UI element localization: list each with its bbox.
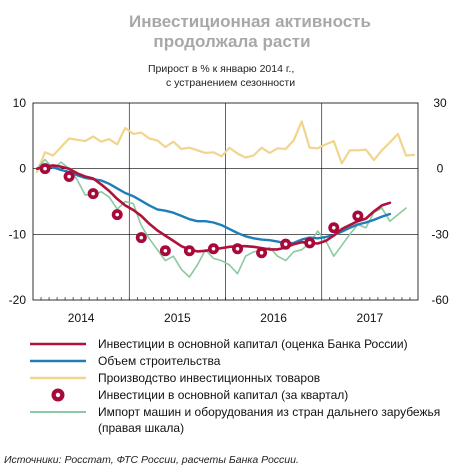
series-line-investment-line [35,164,392,253]
quarterly-point [352,210,364,222]
y-right-tick-label: 0 [437,162,444,176]
quarterly-point [159,245,171,257]
legend-item-investment-line: Инвестиции в основной капитал (оценка Ба… [28,336,458,353]
title-line-1: Инвестиционная активность [129,12,371,31]
legend-item-construction: Объем строительства [28,353,458,370]
y-left-tick-label: 10 [13,96,27,110]
quarterly-point [232,243,244,255]
quarterly-point-inner [356,214,360,218]
chart-legend: Инвестиции в основной капитал (оценка Ба… [28,336,458,436]
quarterly-point [183,245,195,257]
quarterly-point-inner [283,242,288,246]
chart-subtitle: Прирост в % к январю 2014 г., с устранен… [148,62,295,90]
axis-labels: 10 0 -10 -20 30 0 -30 -60 2014 2015 2016 2017 [9,96,449,325]
y-left-tick-label: -20 [9,293,27,307]
quarterly-point-inner [307,241,312,245]
chart-grid [32,102,419,301]
legend-label-production: Производство инвестиционных товаров [98,371,321,385]
chart-title: Инвестиционная активность продолжала рас… [0,12,460,52]
legend-swatch-quarterly [51,388,65,402]
legend-swatch-investment-line [30,342,86,346]
quarterly-point [280,238,292,250]
y-left-tick-label: 0 [19,162,26,176]
quarterly-point [63,171,75,183]
quarterly-point-inner [235,246,240,251]
quarterly-point-inner [43,166,47,171]
quarterly-point [87,188,99,200]
quarterly-point [328,222,340,234]
quarterly-point [207,243,219,255]
x-tick-label: 2015 [164,311,191,325]
y-right-tick-label: 30 [433,96,447,110]
x-tick-label: 2014 [68,311,95,325]
subtitle-line-2: с устранением сезонности [166,77,296,89]
quarterly-point-inner [187,248,192,253]
quarterly-point [304,237,316,249]
legend-swatch-construction [30,359,86,363]
x-tick-label: 2017 [357,311,384,325]
legend-item-production: Производство инвестиционных товаров [28,370,458,387]
legend-item-import: Импорт машин и оборудования из стран дал… [28,404,458,436]
quarterly-point-inner [91,191,95,196]
quarterly-point [111,209,123,221]
source-note: Источники: Росстат, ФТС России, расчеты … [4,454,299,466]
quarterly-markers [39,163,364,259]
y-right-tick-label: -30 [431,227,449,241]
legend-swatch-import [30,411,86,413]
series-line-production [35,120,416,173]
legend-label-import: Импорт машин и оборудования из стран дал… [98,405,441,435]
y-left-tick-label: -10 [9,227,27,241]
quarterly-point-inner [115,212,120,217]
y-right-tick-label: -60 [431,293,449,307]
legend-item-quarterly: Инвестиции в основной капитал (за кварта… [28,387,458,404]
legend-label-investment-line: Инвестиции в основной капитал (оценка Ба… [98,337,408,351]
quarterly-point-inner [259,250,264,255]
quarterly-point-inner [139,235,144,240]
legend-label-construction: Объем строительства [98,354,221,368]
quarterly-point [39,163,51,175]
x-tick-label: 2016 [260,311,287,325]
subtitle-line-1: Прирост в % к январю 2014 г., [148,63,295,75]
quarterly-point [135,232,147,244]
quarterly-point-inner [163,248,168,253]
quarterly-point-inner [67,174,71,179]
quarterly-point-inner [331,225,336,230]
quarterly-point [256,247,268,259]
quarterly-point-inner [211,246,216,251]
legend-swatch-production [30,376,86,380]
legend-label-quarterly: Инвестиции в основной капитал (за кварта… [98,388,349,402]
title-line-2: продолжала расти [153,32,311,51]
